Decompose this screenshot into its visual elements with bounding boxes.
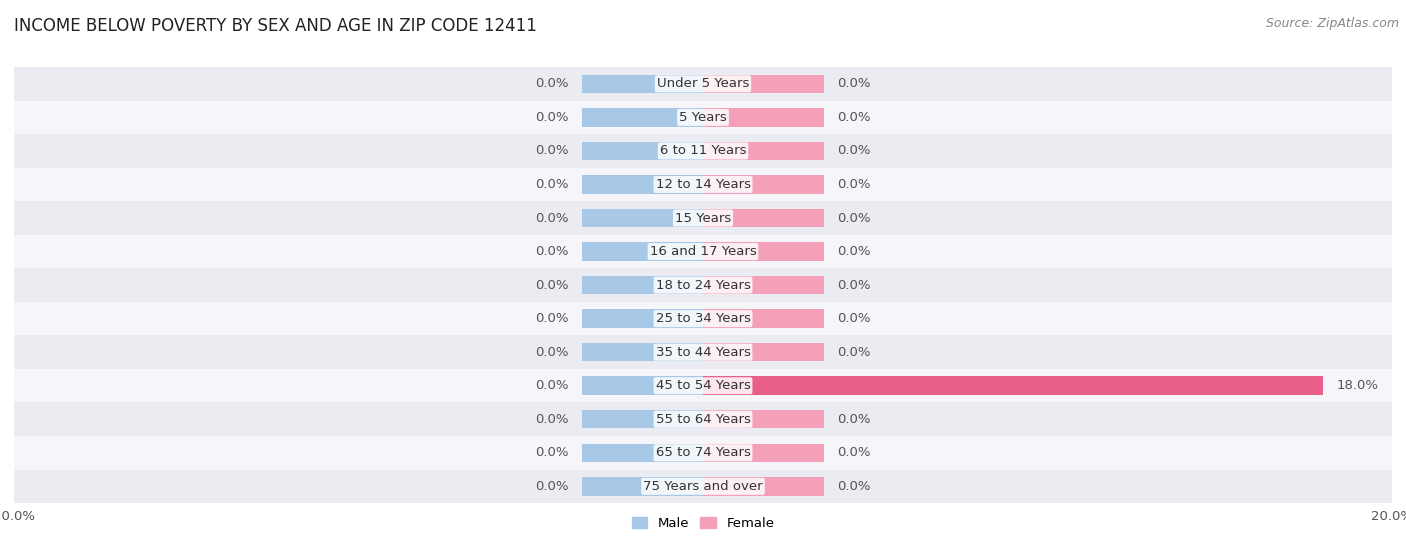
Text: 12 to 14 Years: 12 to 14 Years: [655, 178, 751, 191]
Text: 0.0%: 0.0%: [838, 211, 870, 225]
Text: 65 to 74 Years: 65 to 74 Years: [655, 446, 751, 459]
Text: 0.0%: 0.0%: [536, 312, 568, 325]
Text: 16 and 17 Years: 16 and 17 Years: [650, 245, 756, 258]
Text: 0.0%: 0.0%: [838, 345, 870, 359]
Text: 25 to 34 Years: 25 to 34 Years: [655, 312, 751, 325]
Bar: [14, 436, 1392, 470]
Bar: [14, 369, 1392, 402]
Text: 0.0%: 0.0%: [536, 379, 568, 392]
Text: 6 to 11 Years: 6 to 11 Years: [659, 144, 747, 158]
Text: 0.0%: 0.0%: [838, 312, 870, 325]
Bar: [14, 101, 1392, 134]
Text: 0.0%: 0.0%: [536, 144, 568, 158]
Text: 5 Years: 5 Years: [679, 111, 727, 124]
Bar: [582, 477, 703, 496]
Text: 55 to 64 Years: 55 to 64 Years: [655, 413, 751, 426]
Text: 0.0%: 0.0%: [536, 111, 568, 124]
Bar: [703, 74, 824, 93]
Text: 35 to 44 Years: 35 to 44 Years: [655, 345, 751, 359]
Text: 45 to 54 Years: 45 to 54 Years: [655, 379, 751, 392]
Legend: Male, Female: Male, Female: [626, 512, 780, 536]
Bar: [582, 108, 703, 126]
Bar: [582, 310, 703, 328]
Bar: [703, 377, 1323, 395]
Text: 18.0%: 18.0%: [1337, 379, 1379, 392]
Bar: [703, 209, 824, 227]
Text: 0.0%: 0.0%: [536, 211, 568, 225]
Text: 18 to 24 Years: 18 to 24 Years: [655, 278, 751, 292]
Bar: [582, 276, 703, 294]
Bar: [703, 343, 824, 362]
Text: 0.0%: 0.0%: [536, 446, 568, 459]
Bar: [703, 310, 824, 328]
Bar: [582, 343, 703, 362]
Text: Under 5 Years: Under 5 Years: [657, 77, 749, 91]
Bar: [703, 444, 824, 462]
Bar: [14, 201, 1392, 235]
Bar: [582, 74, 703, 93]
Bar: [14, 335, 1392, 369]
Bar: [703, 276, 824, 294]
Text: Source: ZipAtlas.com: Source: ZipAtlas.com: [1265, 17, 1399, 30]
Text: 0.0%: 0.0%: [838, 413, 870, 426]
Bar: [14, 470, 1392, 503]
Bar: [14, 235, 1392, 268]
Text: 0.0%: 0.0%: [838, 278, 870, 292]
Text: 0.0%: 0.0%: [536, 77, 568, 91]
Bar: [703, 410, 824, 429]
Bar: [582, 444, 703, 462]
Text: 0.0%: 0.0%: [536, 178, 568, 191]
Bar: [14, 134, 1392, 168]
Bar: [703, 175, 824, 193]
Bar: [582, 410, 703, 429]
Bar: [703, 243, 824, 260]
Text: 0.0%: 0.0%: [838, 77, 870, 91]
Text: 0.0%: 0.0%: [536, 278, 568, 292]
Bar: [703, 108, 824, 126]
Text: 0.0%: 0.0%: [536, 245, 568, 258]
Text: 0.0%: 0.0%: [838, 111, 870, 124]
Bar: [14, 302, 1392, 335]
Text: 0.0%: 0.0%: [838, 144, 870, 158]
Bar: [14, 268, 1392, 302]
Bar: [582, 243, 703, 260]
Bar: [582, 209, 703, 227]
Text: 15 Years: 15 Years: [675, 211, 731, 225]
Text: 0.0%: 0.0%: [838, 245, 870, 258]
Text: 0.0%: 0.0%: [536, 345, 568, 359]
Bar: [703, 142, 824, 160]
Text: 0.0%: 0.0%: [838, 178, 870, 191]
Bar: [582, 142, 703, 160]
Bar: [14, 402, 1392, 436]
Bar: [582, 175, 703, 193]
Bar: [14, 168, 1392, 201]
Text: 0.0%: 0.0%: [838, 446, 870, 459]
Bar: [14, 67, 1392, 101]
Text: 0.0%: 0.0%: [536, 480, 568, 493]
Text: 0.0%: 0.0%: [838, 480, 870, 493]
Text: 75 Years and over: 75 Years and over: [643, 480, 763, 493]
Bar: [703, 477, 824, 496]
Text: 0.0%: 0.0%: [536, 413, 568, 426]
Bar: [582, 377, 703, 395]
Text: INCOME BELOW POVERTY BY SEX AND AGE IN ZIP CODE 12411: INCOME BELOW POVERTY BY SEX AND AGE IN Z…: [14, 17, 537, 35]
